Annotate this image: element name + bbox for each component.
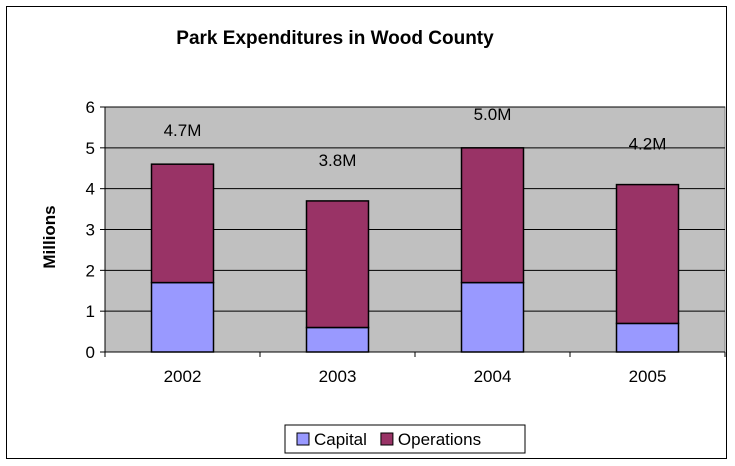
chart-svg: Park Expenditures in Wood County Million… xyxy=(40,28,726,454)
y-tick-label: 1 xyxy=(86,302,95,321)
data-label: 4.2M xyxy=(629,135,667,154)
bar-operations-2003 xyxy=(305,200,370,329)
legend-swatch-capital xyxy=(296,432,310,446)
y-tick-label: 6 xyxy=(86,98,95,117)
x-tick-label: 2005 xyxy=(629,367,667,386)
y-tick-label: 0 xyxy=(86,343,95,362)
bar-capital-2005 xyxy=(615,322,680,353)
bar-capital-2002 xyxy=(150,281,215,353)
legend-swatch-operations xyxy=(380,432,394,446)
data-label: 4.7M xyxy=(164,121,202,140)
y-tick-label: 5 xyxy=(86,139,95,158)
bar-capital-2004 xyxy=(460,281,525,353)
legend-box xyxy=(284,424,526,454)
y-tick-label: 3 xyxy=(86,221,95,240)
legend: Capital Operations xyxy=(284,424,526,454)
bar-operations-2004 xyxy=(460,147,525,284)
x-tick-label: 2003 xyxy=(319,367,357,386)
data-label: 5.0M xyxy=(474,105,512,124)
bar-operations-2002 xyxy=(150,163,215,284)
bar-capital-2003 xyxy=(305,326,370,353)
bar-operations-2005 xyxy=(615,183,680,325)
x-tick-label: 2004 xyxy=(474,367,512,386)
legend-label-operations: Operations xyxy=(398,430,481,449)
x-tick-label: 2002 xyxy=(164,367,202,386)
chart-title: Park Expenditures in Wood County xyxy=(176,28,494,49)
y-tick-label: 2 xyxy=(86,261,95,280)
legend-label-capital: Capital xyxy=(314,430,367,449)
chart-frame: Park Expenditures in Wood County Million… xyxy=(6,6,727,459)
y-axis-title: Millions xyxy=(40,205,59,268)
plot-area: 0 1 2 3 4 5 6 2002 4.7M 2003 3.8M 2004 5.0M 2005 4.2M xyxy=(86,98,726,386)
data-label: 3.8M xyxy=(319,151,357,170)
y-tick-label: 4 xyxy=(86,180,95,199)
